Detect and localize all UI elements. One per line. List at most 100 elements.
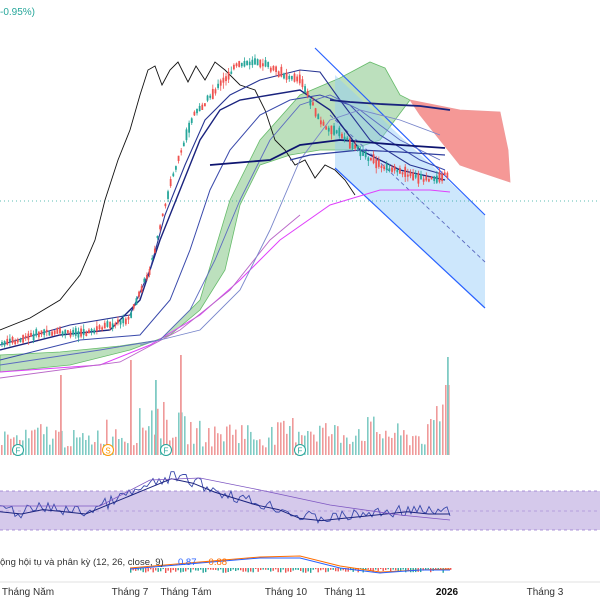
candle-body [269,67,272,72]
candle-body [346,137,349,141]
volume-bar [247,425,249,455]
volume-bar [241,425,243,455]
event-marker-letter: F [298,447,303,456]
volume-bar [226,426,228,455]
candle-body [3,341,6,346]
candle-body [267,62,270,67]
volume-bar [40,424,42,455]
volume-bar [361,440,363,455]
candle-body [106,321,109,327]
event-marker-letter: F [164,447,169,456]
macd-histogram-bar [192,568,194,570]
macd-histogram-bar [180,568,182,573]
macd-histogram-bar [320,568,322,571]
candle-body [101,327,104,330]
macd-histogram-bar [367,568,369,570]
volume-bar [337,426,339,455]
lagging-span [0,61,356,331]
volume-bar [391,437,393,455]
candle-body [148,269,151,275]
price-change-text: -0.95%) [0,7,35,18]
macd-histogram-bar [275,568,277,570]
volume-bar [172,437,174,455]
candle-body [430,176,433,180]
candle-body [330,125,333,135]
candle-body [24,335,27,339]
volume-bar [151,410,153,455]
candle-body [230,71,233,74]
x-tick-label: Tháng 3 [527,587,564,598]
macd-histogram-bar [285,568,287,573]
macd-histogram-bar [137,568,139,571]
candle-body [338,127,341,137]
macd-histogram-bar [407,568,409,572]
candle-body [43,329,46,336]
macd-histogram-bar [245,568,247,572]
macd-histogram-bar [242,568,244,572]
candle-body [227,71,230,80]
candle-body [254,58,256,65]
macd-histogram-bar [202,568,204,573]
candle-body [111,323,114,329]
macd-histogram-bar [260,568,262,571]
volume-bar [388,436,390,455]
volume-bars [1,355,450,455]
volume-bar [289,426,291,455]
macd-histogram-bar [365,568,367,570]
event-marker-f: F [294,444,306,456]
candle-body [22,335,24,343]
volume-bar [148,426,150,455]
candle-body [153,248,156,253]
volume-bar [31,430,33,455]
macd-histogram-bar [307,568,309,572]
candle-body [422,178,425,182]
macd-histogram-bar [142,568,144,573]
macd-histogram-bar [172,568,174,571]
candle-body [251,59,254,66]
volume-bar [7,434,9,455]
candle-body [285,72,288,80]
kijun-line [209,139,446,166]
volume-bar [319,425,321,455]
macd-histogram-bar [362,568,364,573]
candle-body [56,327,59,334]
macd-histogram-bar [317,568,319,573]
volume-bar [262,445,264,455]
candle-body [388,168,391,172]
volume-bar [112,436,114,455]
macd-histogram-bar [257,568,259,572]
candle-body [335,130,338,134]
event-marker-letter: F [16,447,21,456]
macd-histogram-bar [427,568,429,570]
macd-histogram-bar [332,568,334,570]
candle-body [396,169,399,173]
candle-body [19,339,22,342]
candle-body [225,76,227,82]
candle-body [185,129,188,141]
volume-bar [334,425,336,455]
volume-bar [349,444,351,455]
macd-histogram-bar [220,568,222,570]
candle-body [182,142,185,147]
candle-body [351,143,354,149]
candle-body [261,63,264,67]
candle-body [425,176,428,181]
candle-body [283,73,285,79]
macd-histogram-bar [147,568,149,572]
candle-body [304,86,306,93]
macd-histogram-bar [337,568,339,572]
candle-body [35,329,38,336]
volume-bar [10,438,12,455]
candle-body [164,203,167,207]
candle-body [354,144,357,149]
volume-bar [166,419,168,455]
volume-bar [397,423,399,455]
macd-histogram-bar [182,568,184,572]
candle-body [140,286,143,293]
candle-body [372,154,375,164]
volume-bar [310,431,312,455]
volume-bar [190,421,192,455]
macd-histogram-bar [290,568,292,573]
candle-body [428,179,430,182]
